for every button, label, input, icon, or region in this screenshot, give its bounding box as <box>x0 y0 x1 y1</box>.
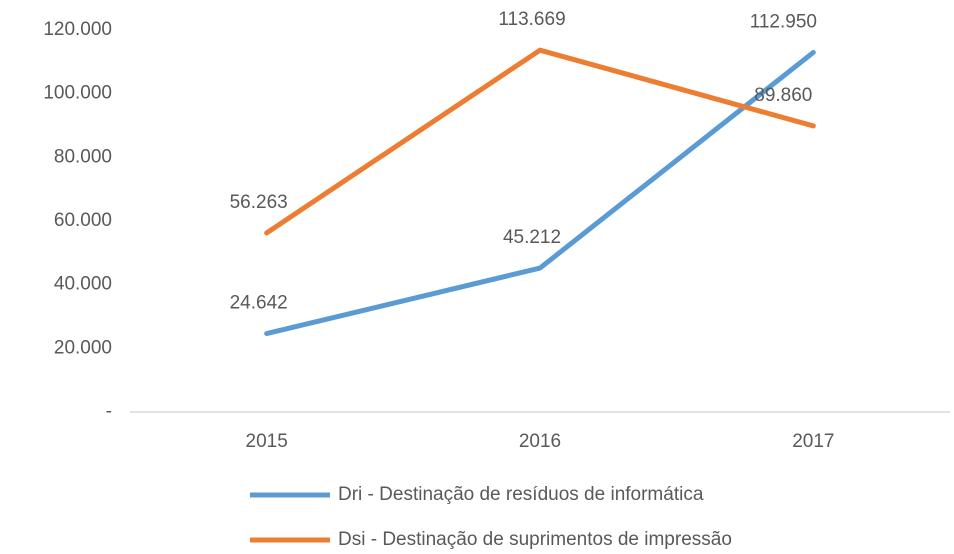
data-label: 24.642 <box>230 293 288 314</box>
x-tick-label: 2016 <box>519 431 561 452</box>
data-label: 113.669 <box>498 9 565 30</box>
legend-label: Dsi - Destinação de suprimentos de impre… <box>338 529 732 550</box>
data-label: 112.950 <box>750 11 817 32</box>
y-tick-label: - <box>106 401 112 422</box>
series-line <box>264 49 816 337</box>
y-tick-label: 20.000 <box>54 337 112 358</box>
y-tick-label: 100.000 <box>43 83 112 104</box>
x-tick-label: 2017 <box>792 431 834 452</box>
y-tick-label: 60.000 <box>54 210 112 231</box>
data-label: 45.212 <box>503 227 561 248</box>
legend-label: Dri - Destinação de resíduos de informát… <box>338 484 704 505</box>
x-tick-label: 2015 <box>246 431 288 452</box>
data-label: 89.860 <box>754 85 812 106</box>
y-tick-label: 80.000 <box>54 146 112 167</box>
data-label: 56.263 <box>230 192 288 213</box>
series-line <box>264 47 816 236</box>
y-tick-label: 120.000 <box>43 19 112 40</box>
y-tick-label: 40.000 <box>54 274 112 295</box>
